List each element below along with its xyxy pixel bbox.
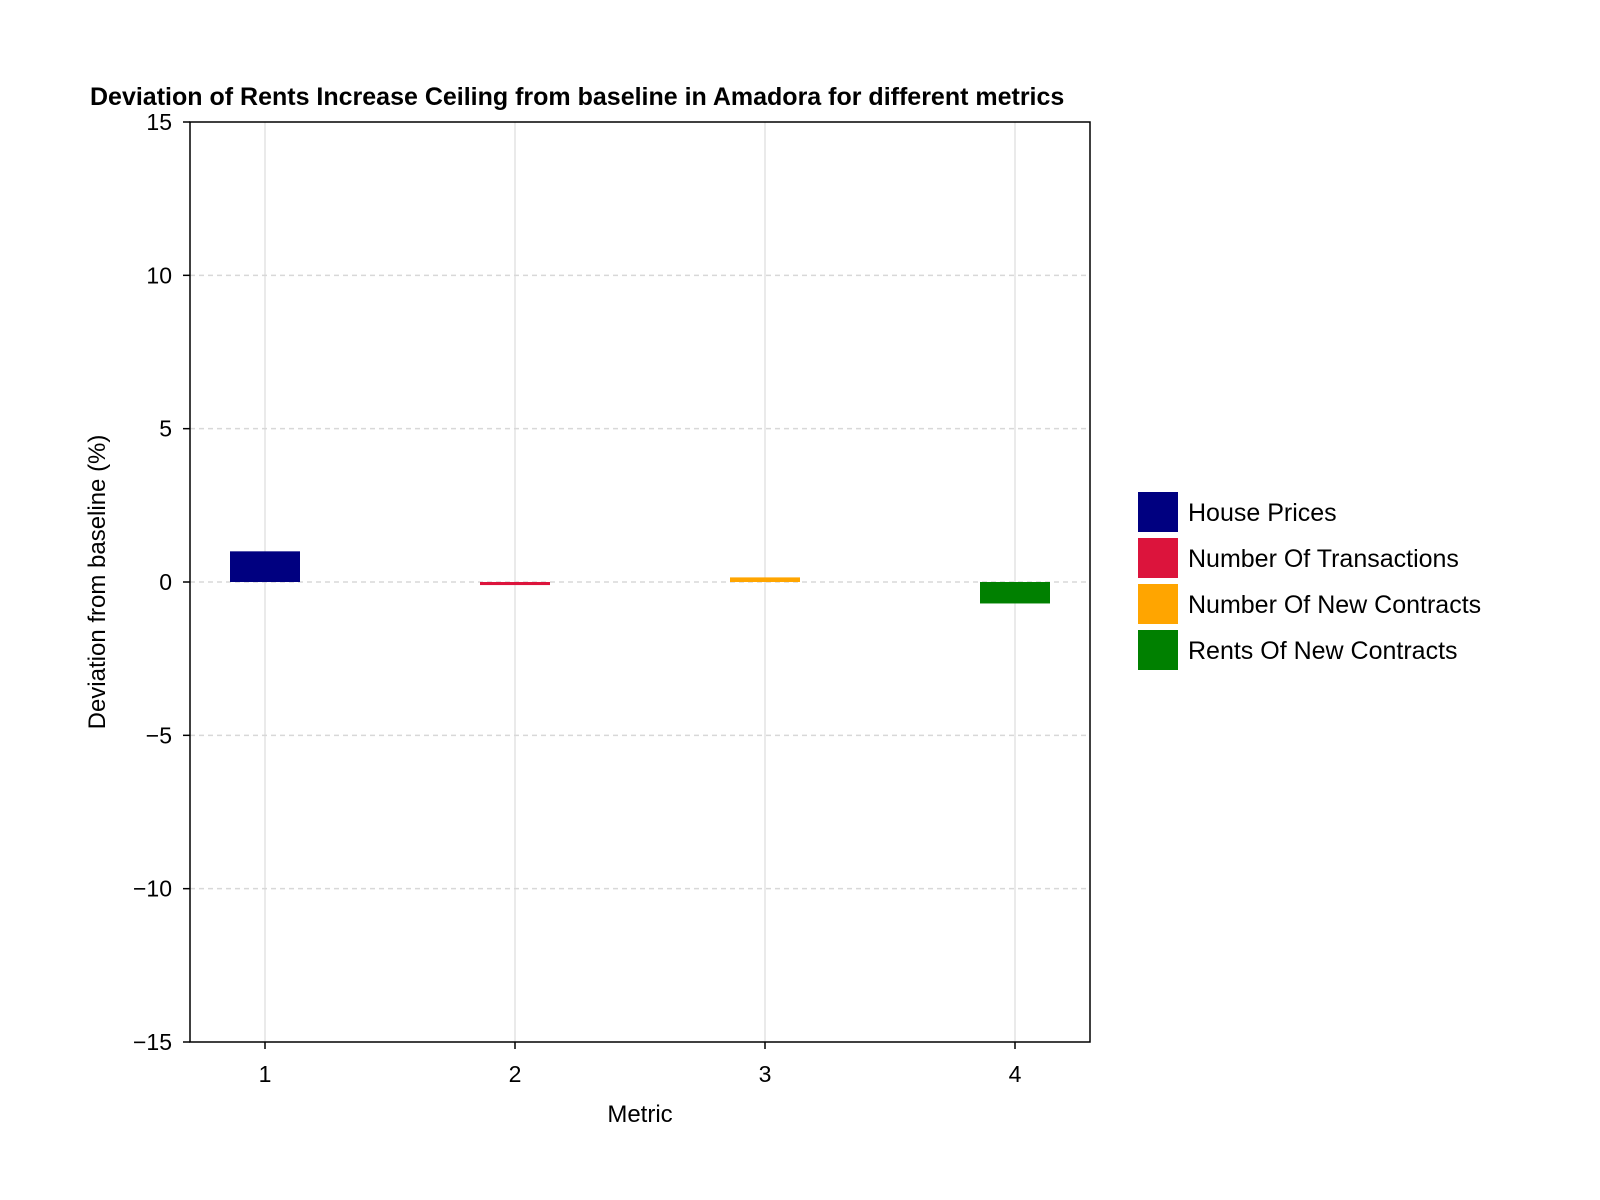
y-tick-label: 5: [159, 416, 172, 442]
x-tick-label: 1: [259, 1061, 272, 1087]
y-axis-label: Deviation from baseline (%): [84, 435, 111, 730]
x-tick-label: 4: [1009, 1061, 1022, 1087]
x-tick-label: 3: [759, 1061, 772, 1087]
legend-label: Number Of Transactions: [1188, 545, 1459, 573]
y-tick-label: −15: [133, 1029, 172, 1055]
bar: [980, 582, 1050, 604]
bars: [230, 551, 1050, 604]
bar: [230, 551, 300, 582]
chart-title: Deviation of Rents Increase Ceiling from…: [90, 83, 1064, 111]
legend-label: Number Of New Contracts: [1188, 591, 1481, 619]
bar: [730, 577, 800, 582]
bar: [480, 582, 550, 586]
legend-swatch: [1138, 492, 1178, 532]
legend-label: House Prices: [1188, 499, 1337, 527]
x-axis-ticks: 1 2 3 4: [259, 1042, 1022, 1087]
y-tick-label: −10: [133, 876, 172, 902]
y-tick-label: 15: [146, 109, 172, 135]
legend-swatch: [1138, 538, 1178, 578]
x-tick-label: 2: [509, 1061, 522, 1087]
grid: [190, 122, 1090, 1042]
y-tick-label: −5: [146, 722, 172, 748]
x-axis-label: Metric: [607, 1101, 672, 1128]
legend-swatch: [1138, 630, 1178, 670]
y-tick-label: 0: [159, 569, 172, 595]
y-tick-label: 10: [146, 262, 172, 288]
legend: House Prices Number Of Transactions Number…: [1138, 492, 1481, 670]
legend-swatch: [1138, 584, 1178, 624]
y-axis-ticks: −15 −10 −5 0 5 10 15: [133, 109, 190, 1055]
legend-label: Rents Of New Contracts: [1188, 637, 1458, 665]
